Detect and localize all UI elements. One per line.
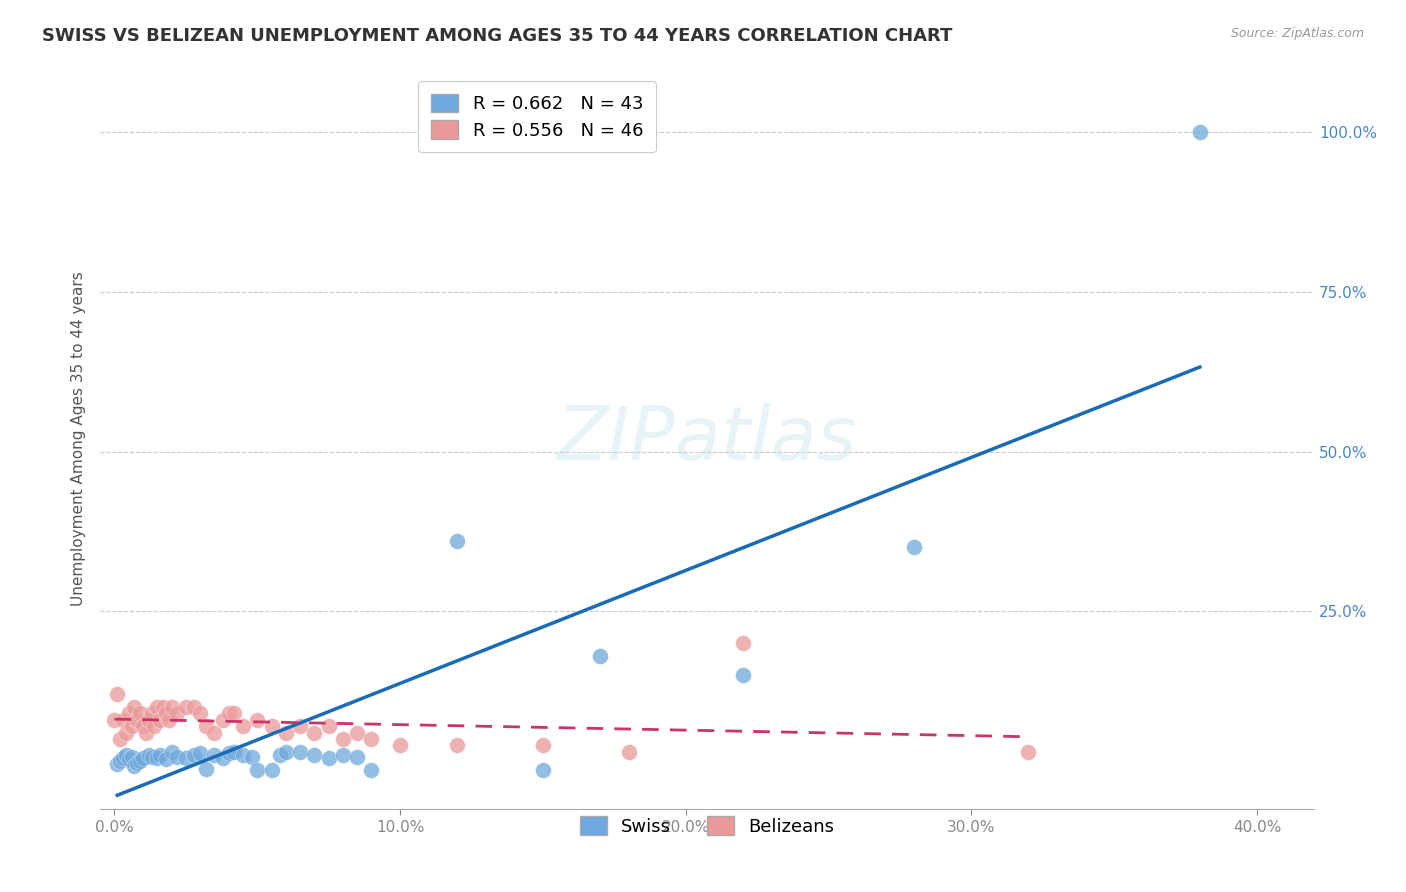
Point: [188, 706, 211, 721]
Point: [135, 725, 157, 739]
Point: [143, 719, 166, 733]
Point: [389, 739, 412, 753]
Point: [1188, 125, 1211, 139]
Point: [127, 756, 149, 771]
Point: [212, 713, 235, 727]
Point: [1017, 745, 1039, 759]
Point: [288, 719, 311, 733]
Point: [202, 725, 225, 739]
Point: [166, 749, 188, 764]
Point: [121, 749, 143, 764]
Point: [183, 700, 205, 714]
Point: [146, 751, 169, 765]
Point: [194, 762, 217, 776]
Point: [157, 713, 180, 727]
Point: [589, 648, 612, 663]
Point: [174, 751, 197, 765]
Point: [155, 752, 177, 766]
Point: [304, 747, 326, 762]
Point: [260, 763, 283, 777]
Point: [121, 719, 143, 733]
Point: [141, 749, 163, 764]
Point: [141, 706, 163, 721]
Point: [246, 713, 269, 727]
Point: [138, 713, 160, 727]
Legend: Swiss, Belizeans: Swiss, Belizeans: [571, 807, 844, 845]
Point: [124, 700, 146, 714]
Point: [152, 700, 174, 714]
Point: [129, 754, 152, 768]
Point: [617, 745, 640, 759]
Y-axis label: Unemployment Among Ages 35 to 44 years: Unemployment Among Ages 35 to 44 years: [72, 271, 86, 607]
Point: [160, 745, 183, 759]
Point: [194, 719, 217, 733]
Point: [114, 725, 136, 739]
Point: [731, 668, 754, 682]
Point: [360, 763, 382, 777]
Point: [111, 751, 134, 765]
Point: [274, 745, 297, 759]
Point: [274, 725, 297, 739]
Point: [103, 713, 125, 727]
Point: [188, 746, 211, 760]
Point: [246, 763, 269, 777]
Point: [232, 747, 254, 762]
Point: [138, 747, 160, 762]
Point: [202, 747, 225, 762]
Point: [240, 749, 263, 764]
Point: [212, 751, 235, 765]
Point: [224, 745, 246, 759]
Point: [318, 751, 340, 765]
Point: [174, 700, 197, 714]
Point: [446, 739, 468, 753]
Point: [260, 719, 283, 733]
Point: [903, 541, 925, 555]
Text: SWISS VS BELIZEAN UNEMPLOYMENT AMONG AGES 35 TO 44 YEARS CORRELATION CHART: SWISS VS BELIZEAN UNEMPLOYMENT AMONG AGE…: [42, 27, 952, 45]
Point: [346, 725, 368, 739]
Point: [132, 751, 155, 765]
Point: [124, 758, 146, 772]
Point: [183, 747, 205, 762]
Point: [269, 747, 291, 762]
Point: [346, 749, 368, 764]
Point: [531, 739, 554, 753]
Point: [731, 636, 754, 650]
Point: [304, 725, 326, 739]
Point: [218, 706, 240, 721]
Point: [218, 746, 240, 760]
Point: [232, 719, 254, 733]
Point: [288, 745, 311, 759]
Point: [105, 687, 128, 701]
Point: [332, 747, 354, 762]
Point: [360, 731, 382, 746]
Point: [118, 752, 141, 766]
Text: ZIPatlas: ZIPatlas: [557, 403, 858, 475]
Point: [166, 706, 188, 721]
Point: [111, 713, 134, 727]
Point: [127, 713, 149, 727]
Point: [149, 713, 172, 727]
Point: [224, 706, 246, 721]
Point: [318, 719, 340, 733]
Point: [132, 719, 155, 733]
Text: Source: ZipAtlas.com: Source: ZipAtlas.com: [1230, 27, 1364, 40]
Point: [146, 700, 169, 714]
Point: [108, 754, 131, 768]
Point: [155, 706, 177, 721]
Point: [160, 700, 183, 714]
Point: [531, 763, 554, 777]
Point: [114, 747, 136, 762]
Point: [118, 706, 141, 721]
Point: [108, 731, 131, 746]
Point: [446, 533, 468, 548]
Point: [105, 757, 128, 772]
Point: [332, 731, 354, 746]
Point: [149, 747, 172, 762]
Point: [129, 706, 152, 721]
